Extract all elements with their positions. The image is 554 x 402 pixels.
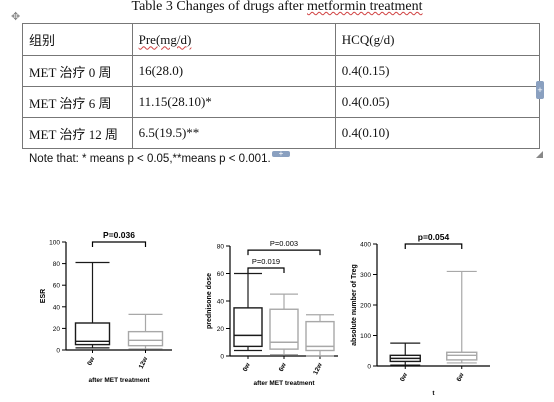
y-tick-label: 80 bbox=[217, 244, 225, 251]
resize-handle-icon[interactable] bbox=[536, 151, 543, 158]
y-tick-label: 20 bbox=[217, 326, 225, 333]
y-tick-label: 40 bbox=[217, 299, 225, 306]
table-cell[interactable]: 11.15(28.10)* bbox=[131, 86, 336, 118]
x-axis-label: t bbox=[432, 390, 435, 397]
box-iqr bbox=[74, 322, 111, 346]
x-axis-label: after MET treatment bbox=[253, 380, 315, 387]
y-tick-label: 0 bbox=[56, 348, 60, 355]
table-cell[interactable]: 0.4(0.05) bbox=[334, 86, 541, 118]
box-iqr bbox=[233, 307, 263, 348]
add-column-icon[interactable]: + bbox=[536, 81, 544, 99]
box-iqr bbox=[269, 308, 299, 350]
table-row: MET 治疗 12 周 6.5(19.5)** 0.4(0.10) bbox=[22, 117, 541, 149]
significance-bracket bbox=[404, 243, 463, 249]
y-tick-label: 60 bbox=[217, 271, 225, 278]
header-pre-text: Pre(mg/d) bbox=[138, 31, 192, 47]
table-row: MET 治疗 0 周 16(28.0) 0.4(0.15) bbox=[22, 55, 541, 87]
y-tick-label: 200 bbox=[360, 303, 371, 310]
x-tick-label: 0w bbox=[86, 355, 96, 367]
significance-bracket bbox=[91, 241, 147, 247]
y-tick-label: 0 bbox=[220, 354, 224, 361]
x-tick-label: 6w bbox=[456, 371, 466, 383]
table-cell[interactable]: 0.4(0.10) bbox=[334, 117, 541, 149]
table-cell[interactable]: MET 治疗 6 周 bbox=[22, 86, 133, 118]
add-row-icon[interactable]: + bbox=[272, 150, 290, 158]
box-iqr bbox=[446, 351, 478, 361]
table-cell[interactable]: MET 治疗 0 周 bbox=[22, 55, 133, 87]
x-tick-label: 0w bbox=[399, 371, 409, 383]
p-value-label: P=0.003 bbox=[270, 239, 298, 248]
p-value-label: P=0.019 bbox=[252, 257, 280, 266]
y-tick-label: 100 bbox=[49, 240, 60, 247]
y-axis-label: ESR bbox=[40, 289, 47, 303]
y-tick-label: 300 bbox=[360, 272, 371, 279]
move-handle-icon[interactable]: ✥ bbox=[11, 11, 21, 23]
box-iqr bbox=[127, 330, 164, 347]
table-header-row: 组别 Pre(mg/d) HCQ(g/d) bbox=[22, 23, 541, 56]
y-axis-label: absolute number of Treg bbox=[351, 264, 358, 346]
table-row: MET 治疗 6 周 11.15(28.10)* 0.4(0.05) bbox=[22, 86, 541, 118]
x-tick-label: 0w bbox=[242, 361, 252, 373]
table-note: Note that: * means p < 0.05,**means p < … bbox=[29, 153, 271, 165]
y-tick-label: 40 bbox=[53, 304, 61, 311]
y-tick-label: 100 bbox=[360, 333, 371, 340]
y-axis-label: prednisone dose bbox=[206, 273, 213, 329]
significance-bracket bbox=[247, 267, 285, 273]
x-tick-label: 6w bbox=[278, 361, 288, 373]
y-tick-label: 60 bbox=[53, 283, 61, 290]
x-axis-label: after MET treatment bbox=[88, 377, 150, 384]
p-value-label: P=0.036 bbox=[103, 230, 135, 240]
y-tick-label: 0 bbox=[367, 364, 371, 371]
caption-prefix: Table 3 Changes of drugs after bbox=[131, 0, 308, 14]
x-tick-label: 12w bbox=[138, 355, 150, 370]
table-caption: Table 3 Changes of drugs after metformin… bbox=[0, 0, 554, 15]
drug-table: 组别 Pre(mg/d) HCQ(g/d) MET 治疗 0 周 16(28.0… bbox=[22, 23, 541, 149]
significance-bracket bbox=[247, 249, 321, 256]
table-cell[interactable]: 16(28.0) bbox=[131, 55, 336, 87]
header-cell-pre[interactable]: Pre(mg/d) bbox=[131, 23, 336, 56]
y-tick-label: 80 bbox=[53, 261, 61, 268]
y-tick-label: 20 bbox=[53, 326, 61, 333]
y-tick-label: 400 bbox=[360, 242, 371, 249]
x-tick-label: 12w bbox=[312, 361, 324, 376]
table-cell[interactable]: 0.4(0.15) bbox=[334, 55, 541, 87]
table-cell[interactable]: 6.5(19.5)** bbox=[131, 117, 336, 149]
table-cell[interactable]: MET 治疗 12 周 bbox=[22, 117, 133, 149]
caption-underlined: metformin treatment bbox=[307, 0, 423, 14]
p-value-label: p=0.054 bbox=[418, 232, 450, 242]
